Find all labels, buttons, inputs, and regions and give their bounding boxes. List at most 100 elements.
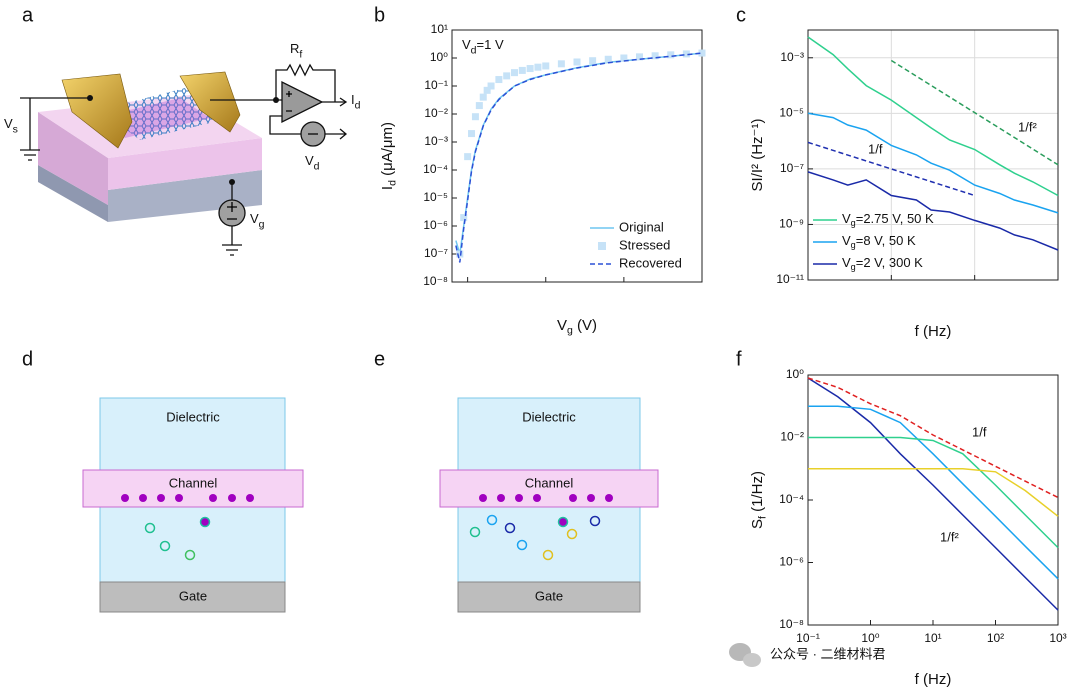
y-tick-label: 10⁻² <box>780 430 804 444</box>
circuit <box>20 63 348 256</box>
plot-frame <box>451 29 703 283</box>
y-axis-label: Id (μA/μm) <box>379 122 398 190</box>
gate-wire <box>222 180 242 256</box>
x-axis-label: f (Hz) <box>915 323 952 340</box>
text-part: V <box>842 211 851 226</box>
text-part: g <box>851 240 856 250</box>
channel-layer <box>439 469 659 508</box>
marker <box>479 93 487 101</box>
marker <box>573 58 581 66</box>
source-electrode <box>61 73 133 149</box>
output-arrow <box>339 97 348 107</box>
text-part: (V) <box>573 317 597 334</box>
series-line <box>807 377 1059 611</box>
y-tick-label: 10⁻⁶ <box>779 555 804 569</box>
marker <box>475 102 483 110</box>
y-tick-label: 10⁻¹ <box>424 78 448 92</box>
series-line <box>808 436 1059 549</box>
marker <box>495 76 503 84</box>
marker <box>503 72 511 80</box>
legend-label: Vg=2 V, 300 K <box>842 255 923 272</box>
gate-label: Gate <box>535 588 563 603</box>
substrate-side <box>38 165 108 222</box>
gate-layer <box>99 581 286 613</box>
plot-frame <box>807 29 1059 281</box>
text-part: g <box>259 218 265 230</box>
text-part: I <box>379 186 396 190</box>
text-part: V <box>462 37 471 52</box>
marker <box>464 153 472 161</box>
x-tick-label: 10⁻¹ <box>796 631 820 645</box>
marker <box>682 50 690 58</box>
text-part: (μA/μm) <box>379 122 396 180</box>
y-tick-label: 10⁻¹¹ <box>776 272 804 286</box>
marker <box>511 69 518 77</box>
x-axis-label: Vg (V) <box>557 317 597 336</box>
watermark-icon <box>729 643 761 667</box>
carriers <box>479 494 613 502</box>
plot-frame <box>807 374 1059 626</box>
text-part: g <box>851 218 856 228</box>
marker <box>460 214 468 222</box>
y-tick-label: 10⁻⁵ <box>779 106 804 120</box>
marker <box>471 113 479 121</box>
text-part: R <box>290 41 299 56</box>
text-part: d <box>386 180 398 186</box>
y-tick-label: 10⁻⁷ <box>780 161 804 175</box>
marker <box>456 250 464 258</box>
annotation: 1/f <box>868 141 883 156</box>
dielectric-label: Dielectric <box>522 409 576 424</box>
legend-swatch <box>598 242 606 250</box>
marker <box>487 82 495 90</box>
source-wire <box>20 97 90 161</box>
guide-line <box>890 59 1059 166</box>
drain-wire <box>269 115 348 140</box>
text-part: V <box>250 211 259 226</box>
junction <box>87 95 93 101</box>
text-part: s <box>13 123 18 135</box>
y-tick-label: 10⁻⁸ <box>779 617 804 631</box>
y-tick-label: 10⁻⁴ <box>779 492 804 506</box>
marker <box>468 130 476 138</box>
text-part: I <box>351 92 355 107</box>
legend-label: Vg=2.75 V, 50 K <box>842 211 934 228</box>
text-part: g <box>567 324 573 336</box>
traps <box>144 516 211 561</box>
marker <box>534 63 542 71</box>
y-tick-label: 10⁰ <box>430 50 448 64</box>
series-line <box>807 36 1059 197</box>
op-amp <box>281 80 324 124</box>
channel-label: Channel <box>525 475 574 490</box>
text-part: =2.75 V, 50 K <box>856 211 934 226</box>
marker <box>636 53 643 61</box>
marker <box>667 51 675 59</box>
y-tick-label: 10⁰ <box>786 367 804 381</box>
y-tick-label: 10⁻⁶ <box>423 218 448 232</box>
legend-label: Original <box>619 219 664 234</box>
channel-layer <box>82 469 304 508</box>
y-tick-label: 10⁻⁷ <box>424 246 448 260</box>
gate-label: Vg <box>250 211 265 230</box>
gate-voltage-source <box>218 199 246 227</box>
marker <box>620 54 628 62</box>
traps <box>469 514 601 561</box>
series-line <box>455 52 703 263</box>
junction <box>229 179 235 185</box>
y-tick-label: 10⁻³ <box>424 134 448 148</box>
series-line <box>808 468 1059 517</box>
marker <box>651 52 659 60</box>
text-part: g <box>851 262 856 272</box>
series-line <box>807 112 1059 214</box>
x-tick-label: 10¹ <box>924 631 941 645</box>
y-tick-label: 10⁻² <box>424 106 448 120</box>
dielectric-side <box>38 112 108 205</box>
watermark: 公众号 · 二维材料君 <box>770 646 886 661</box>
y-tick-label: 10⁻⁴ <box>423 162 448 176</box>
annotation: 1/f <box>972 424 987 439</box>
feedback-wire <box>210 63 336 102</box>
text-part: d <box>314 160 320 172</box>
marker <box>483 86 491 94</box>
panel-label: e <box>374 348 385 370</box>
